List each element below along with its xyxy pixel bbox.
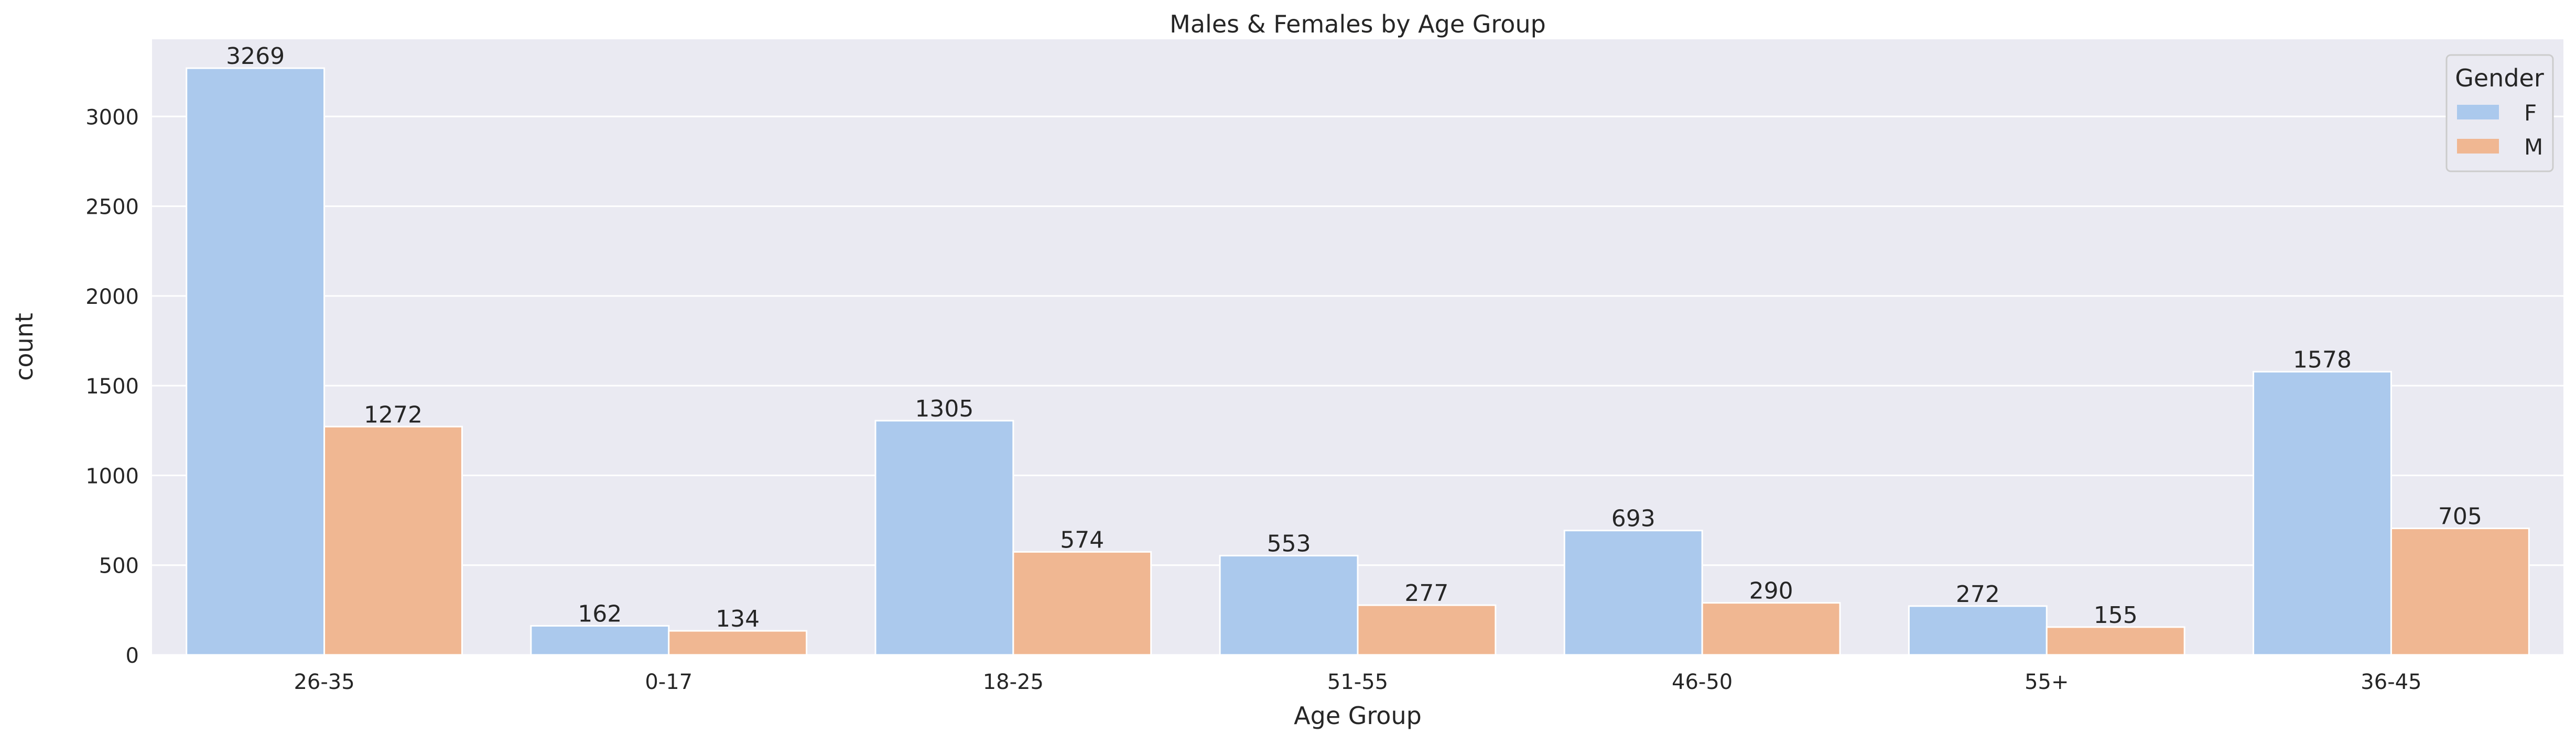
y-tick-label: 2000: [85, 285, 139, 309]
bar-f-36-45: [2253, 370, 2392, 656]
bar-value-label: 1578: [2293, 346, 2352, 373]
bars: [186, 67, 2530, 656]
bar-value-label: 574: [1060, 527, 1104, 553]
y-tick-label: 500: [99, 554, 139, 578]
x-tick-label: 0-17: [645, 670, 692, 694]
bar-value-label: 162: [578, 601, 622, 628]
x-tick-label: 18-25: [983, 670, 1044, 694]
y-tick-label: 2500: [85, 195, 139, 220]
legend-title: Gender: [2455, 64, 2544, 92]
bar-m-36-45: [2390, 527, 2530, 656]
bar-value-label: 1272: [364, 401, 423, 428]
bar-value-label: 134: [716, 606, 760, 632]
bar-value-label: 155: [2094, 602, 2138, 629]
bar-f-18-25: [874, 420, 1014, 656]
bar-m-46-50: [1701, 602, 1841, 656]
legend-label-f: F: [2524, 100, 2537, 126]
bar-m-55+: [2045, 626, 2185, 656]
bar-value-label: 272: [1956, 581, 2000, 608]
y-axis-ticks: 0 500 1000 1500 2000 2500 3000: [85, 105, 139, 668]
bar-value-label: 277: [1404, 580, 1448, 607]
bar-m-51-55: [1357, 604, 1497, 656]
bar-value-label: 705: [2438, 503, 2482, 530]
x-tick-label: 55+: [2025, 670, 2069, 694]
y-axis-label: count: [10, 313, 38, 381]
legend-label-m: M: [2524, 134, 2543, 160]
x-tick-label: 46-50: [1672, 670, 1733, 694]
bar-value-label: 3269: [226, 43, 285, 70]
x-axis-label: Age Group: [1294, 702, 1422, 730]
y-tick-label: 1000: [85, 464, 139, 488]
bar-f-46-50: [1563, 530, 1703, 656]
x-tick-label: 36-45: [2361, 670, 2421, 694]
legend-swatch-f: [2457, 105, 2499, 119]
chart-title: Males & Females by Age Group: [1170, 10, 1546, 38]
bar-m-0-17: [668, 630, 808, 656]
data-labels: 3269 162 1305 553 693 272 1578 1272 134 574 277 290…: [226, 43, 2482, 632]
bar-value-label: 693: [1611, 506, 1655, 532]
x-tick-label: 26-35: [294, 670, 354, 694]
y-tick-label: 3000: [85, 105, 139, 129]
x-axis-ticks: 26-35 0-17 18-25 51-55 46-50 55+ 36-45: [294, 670, 2421, 694]
y-tick-label: 1500: [85, 375, 139, 399]
bar-value-label: 1305: [915, 396, 973, 422]
bar-f-0-17: [530, 625, 670, 656]
bar-m-26-35: [323, 425, 463, 656]
bar-value-label: 290: [1749, 578, 1793, 605]
bar-f-51-55: [1219, 555, 1359, 656]
x-tick-label: 51-55: [1327, 670, 1388, 694]
bar-m-18-25: [1012, 551, 1152, 656]
bar-f-26-35: [186, 67, 326, 656]
bar-value-label: 553: [1267, 531, 1311, 557]
legend-swatch-m: [2457, 139, 2499, 154]
plot-background: [152, 39, 2563, 655]
legend: Gender F M: [2445, 54, 2554, 172]
y-tick-label: 0: [126, 644, 139, 668]
bar-f-55+: [1908, 605, 2048, 656]
